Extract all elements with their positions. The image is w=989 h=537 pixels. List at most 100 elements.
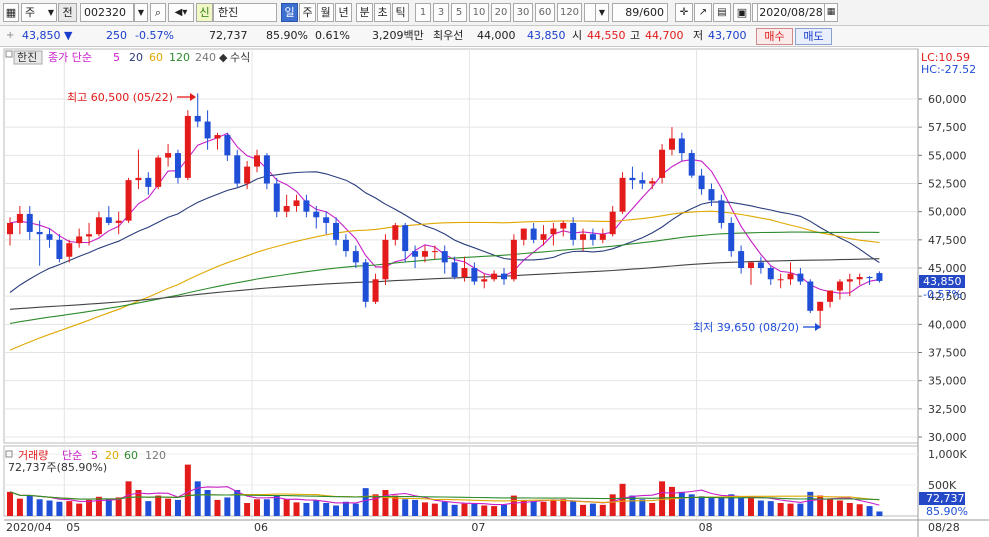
candle-body — [26, 213, 33, 232]
candle-body — [876, 273, 883, 281]
volume-bar — [668, 486, 675, 516]
ma60-line — [9, 210, 880, 351]
candle-body — [748, 262, 754, 268]
price-change: 250 — [106, 29, 127, 42]
volume-bar — [66, 501, 73, 516]
stock-code-input[interactable]: 002320 — [80, 3, 134, 22]
code-dropdown-icon[interactable]: ▼ — [134, 3, 148, 22]
volume-bar — [817, 495, 824, 516]
candle-body — [777, 279, 784, 281]
candle-body — [174, 153, 181, 178]
volume-ratio: 85.90% — [266, 29, 308, 42]
candle-body — [105, 217, 112, 223]
candle-body — [352, 251, 359, 263]
volume-bar — [481, 505, 488, 516]
legend-ma20: 20 — [129, 51, 143, 64]
period-month-tab[interactable]: 월 — [317, 3, 334, 22]
chevron-down-icon[interactable]: ▼ — [595, 3, 609, 22]
volume-ma-lines — [9, 486, 880, 506]
period-second-tab[interactable]: 초 — [374, 3, 391, 22]
price-tick-label: 55,000 — [928, 149, 967, 162]
candle-body — [362, 262, 369, 302]
candle-body — [708, 189, 715, 201]
quote-infobar: + 43,850 ▼ 250 -0.57% 72,737 85.90% 0.61… — [0, 26, 989, 47]
buy-button[interactable]: 매수 — [756, 28, 793, 45]
candle-body — [86, 234, 93, 237]
volume-bar — [876, 511, 883, 516]
market-select[interactable]: 주 ▼ — [21, 3, 57, 22]
volume-bar — [155, 495, 162, 516]
ma20-line — [9, 171, 880, 293]
volume-bar — [7, 491, 13, 516]
legend-ma-label: 종가 단순 — [48, 51, 92, 64]
interval-60-button[interactable]: 60 — [535, 3, 555, 22]
interval-5-button[interactable]: 5 — [451, 3, 467, 22]
volume-tick-label: 500K — [928, 479, 957, 492]
volume-bar — [392, 495, 399, 516]
period-tick-tab[interactable]: 틱 — [392, 3, 409, 22]
volume-bar — [866, 506, 873, 516]
crosshair-icon[interactable]: ✛ — [675, 3, 693, 22]
candle-body — [155, 157, 162, 187]
volume-bar — [688, 494, 695, 516]
volume-bar — [224, 497, 231, 516]
interval-120-button[interactable]: 120 — [557, 3, 582, 22]
interval-1-button[interactable]: 1 — [415, 3, 431, 22]
volume-bar — [797, 503, 804, 516]
volume-bar — [382, 490, 389, 516]
candle-body — [728, 222, 735, 252]
volume-legend-ma20: 20 — [105, 449, 119, 462]
legend-formula-prefix: ◆ — [219, 51, 228, 64]
calendar-icon[interactable]: ▦ — [824, 3, 838, 22]
interval-10-button[interactable]: 10 — [469, 3, 489, 22]
candle-body — [807, 281, 814, 311]
period-year-tab[interactable]: 년 — [335, 3, 352, 22]
data-count-input[interactable]: 89/600 — [612, 3, 668, 22]
draw-line-icon[interactable]: ↗ — [694, 3, 712, 22]
period-minute-tab[interactable]: 분 — [356, 3, 373, 22]
stock-chart[interactable]: 60,000 57,500 55,000 52,500 50,000 47,500 45,0… — [0, 47, 989, 537]
market-label: 주 — [25, 6, 36, 19]
candle-body — [7, 222, 13, 235]
candle-body — [461, 268, 468, 278]
best-ask-value: 43,850 — [527, 29, 566, 42]
turnover-ratio: 0.61% — [315, 29, 350, 42]
legend-ma240: 240 — [195, 51, 216, 64]
volume-bar — [659, 481, 666, 516]
price-axis: 60,000 57,500 55,000 52,500 50,000 47,500 45,0… — [918, 93, 967, 492]
interval-20-button[interactable]: 20 — [491, 3, 511, 22]
expand-icon[interactable]: + — [6, 30, 15, 41]
period-week-tab[interactable]: 주 — [299, 3, 316, 22]
legend-box-icon[interactable] — [5, 50, 13, 58]
interval-30-button[interactable]: 30 — [513, 3, 533, 22]
volume-bar — [589, 503, 596, 516]
volume-bar — [678, 491, 685, 516]
volume-bar — [16, 498, 23, 516]
candle-body — [36, 231, 43, 235]
legend-box-icon[interactable] — [5, 450, 13, 458]
menu-grid-icon[interactable]: ▦ — [3, 3, 19, 22]
sound-icon[interactable]: ◀▾ — [168, 3, 194, 22]
high-annotation: 최고 60,500 (05/22) — [67, 91, 196, 104]
legend-name-box[interactable] — [13, 50, 43, 65]
volume-bar — [412, 499, 419, 516]
eraser-icon[interactable]: ▤ — [713, 3, 731, 22]
prev-button[interactable]: 전 — [58, 3, 77, 22]
candle-body — [827, 290, 834, 302]
date-input[interactable]: 2020/08/28 — [757, 3, 825, 22]
volume-bar — [86, 499, 93, 516]
search-icon[interactable]: ⌕ — [150, 3, 166, 22]
volume-bar — [491, 506, 498, 516]
sell-button[interactable]: 매도 — [795, 28, 832, 45]
volume-bar — [649, 503, 656, 516]
volume-current-tag-text: 72,737 — [926, 492, 965, 505]
candle-body — [678, 138, 685, 154]
volume-bar — [421, 502, 428, 516]
period-day-tab[interactable]: 일 — [281, 3, 298, 22]
save-icon[interactable]: ▣ — [733, 3, 751, 22]
candle-body — [95, 217, 102, 235]
volume-bar — [708, 498, 715, 516]
interval-3-button[interactable]: 3 — [433, 3, 449, 22]
candle-body — [718, 200, 725, 223]
volume-legend-title: 거래량 — [18, 449, 48, 462]
